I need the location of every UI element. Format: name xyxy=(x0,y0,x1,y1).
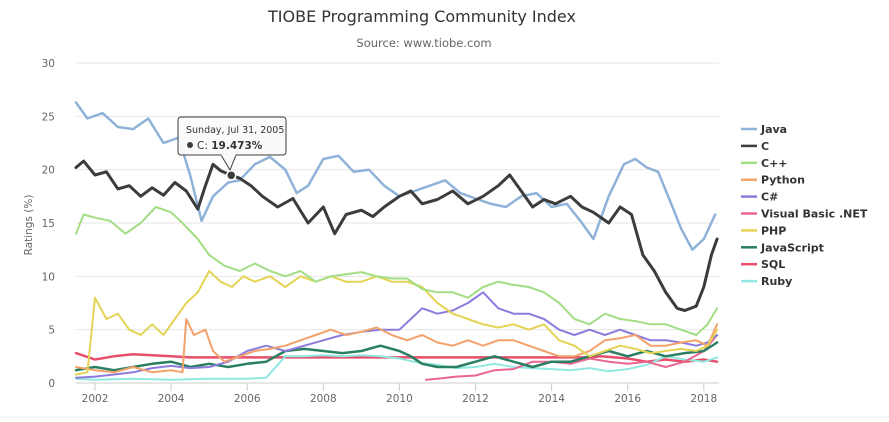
tooltip-separator: : xyxy=(204,140,211,152)
x-tick-label: 2002 xyxy=(82,393,109,405)
y-tick-label: 5 xyxy=(48,325,55,337)
y-tick-label: 15 xyxy=(42,218,55,230)
legend-label: PHP xyxy=(761,224,786,237)
x-tick-label: 2014 xyxy=(538,393,565,405)
legend-label: JavaScript xyxy=(760,241,824,254)
legend-item-c[interactable]: C xyxy=(741,140,769,153)
legend: Java C C++ Python C# Visual Basic .NET PHP Java… xyxy=(741,123,868,288)
x-tick-label: 2004 xyxy=(158,393,185,405)
legend-label: Visual Basic .NET xyxy=(761,208,868,221)
x-tick-label: 2010 xyxy=(386,393,413,405)
legend-label: C xyxy=(761,140,769,153)
tooltip-date: Sunday, Jul 31, 2005 xyxy=(186,125,284,136)
y-axis-title: Ratings (%) xyxy=(23,195,35,256)
y-tick-label: 20 xyxy=(42,165,55,177)
legend-item-sql[interactable]: SQL xyxy=(741,258,785,271)
tooltip-bullet xyxy=(187,142,193,148)
x-tick-label: 2016 xyxy=(614,393,641,405)
legend-item-php[interactable]: PHP xyxy=(741,224,786,237)
y-tick-label: 30 xyxy=(42,58,55,70)
grid-lines xyxy=(76,62,719,384)
chart-title: TIOBE Programming Community Index xyxy=(267,7,576,26)
series-line-visual-basic-net[interactable] xyxy=(425,334,719,381)
y-tick-label: 0 xyxy=(48,378,55,390)
series-line-javascript[interactable] xyxy=(74,341,719,372)
y-axis-ticks: 0 5 10 15 20 25 30 xyxy=(42,58,55,390)
series-line-csharp[interactable] xyxy=(75,291,719,379)
legend-item-javascript[interactable]: JavaScript xyxy=(741,241,824,254)
legend-item-cpp[interactable]: C++ xyxy=(741,157,788,170)
legend-item-csharp[interactable]: C# xyxy=(741,191,778,204)
series-line-ruby[interactable] xyxy=(75,354,719,381)
x-tick-label: 2006 xyxy=(234,393,261,405)
tooltip-value: 19.473% xyxy=(211,140,263,152)
x-tick-label: 2018 xyxy=(690,393,717,405)
series-line-c[interactable] xyxy=(74,159,719,312)
x-tick-label: 2012 xyxy=(462,393,489,405)
series-line-python[interactable] xyxy=(75,318,719,374)
series-line-java[interactable] xyxy=(74,101,717,251)
plot-area[interactable] xyxy=(74,101,719,381)
series-line-php[interactable] xyxy=(75,270,719,376)
tooltip-value-line: C: 19.473% xyxy=(197,140,263,152)
tooltip-pointer xyxy=(220,154,237,172)
chart-subtitle: Source: www.tiobe.com xyxy=(356,36,491,50)
legend-label: SQL xyxy=(761,258,785,271)
tooltip-series-name: C xyxy=(197,140,204,152)
legend-item-ruby[interactable]: Ruby xyxy=(741,275,792,288)
y-tick-label: 10 xyxy=(42,271,55,283)
legend-label: C# xyxy=(761,191,778,204)
legend-item-java[interactable]: Java xyxy=(741,123,787,136)
hover-marker xyxy=(225,170,237,181)
legend-item-visual-basic-net[interactable]: Visual Basic .NET xyxy=(741,208,868,221)
legend-label: Java xyxy=(760,123,787,136)
tooltip-pointer-cover xyxy=(221,153,236,156)
legend-label: C++ xyxy=(761,157,788,170)
legend-label: Ruby xyxy=(761,275,792,288)
x-tick-label: 2008 xyxy=(310,393,337,405)
x-axis-ticks: 2002 2004 2006 2008 2010 2012 2014 2016 2018 xyxy=(76,382,719,405)
legend-item-python[interactable]: Python xyxy=(741,174,805,187)
tooltip: Sunday, Jul 31, 2005 C: 19.473% xyxy=(177,116,287,181)
y-tick-label: 25 xyxy=(42,111,55,123)
legend-label: Python xyxy=(761,174,805,187)
series-line-cpp[interactable] xyxy=(75,206,719,336)
